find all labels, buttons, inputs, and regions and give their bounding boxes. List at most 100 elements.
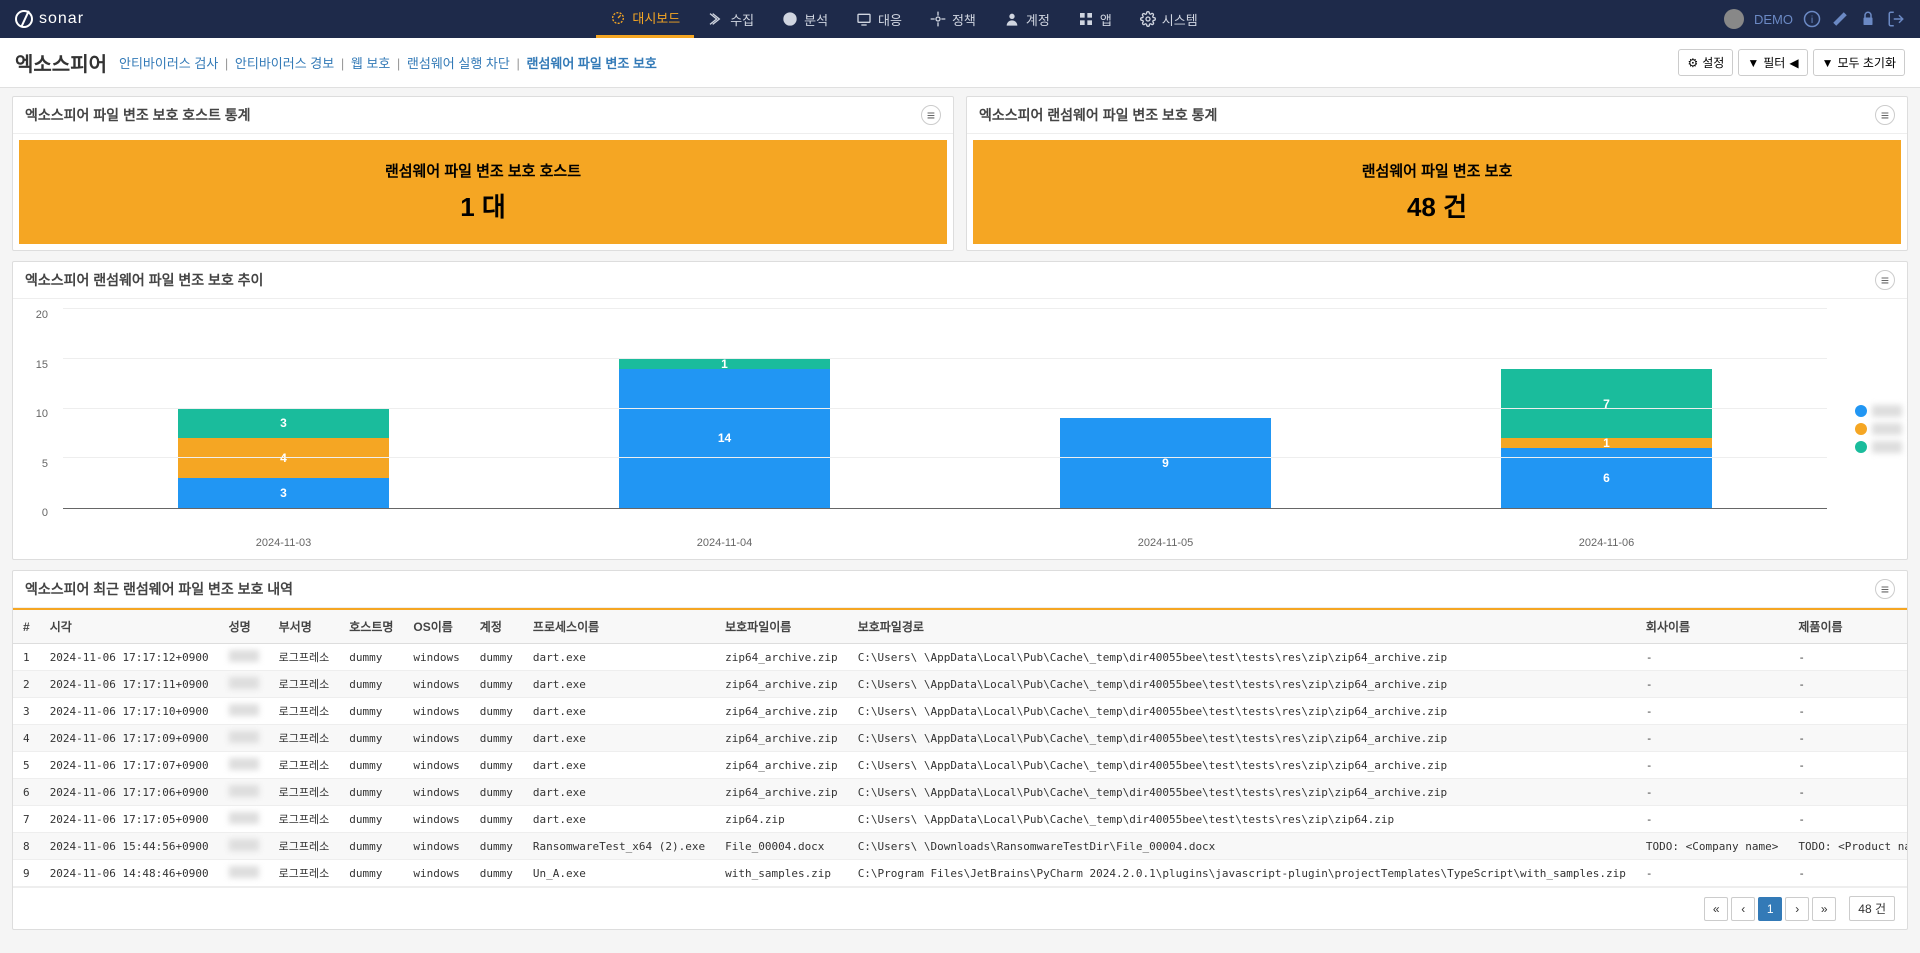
- nav-item-정책[interactable]: 정책: [916, 0, 990, 38]
- nav-item-앱[interactable]: 앱: [1064, 0, 1126, 38]
- header-right: DEMO i: [1724, 9, 1905, 29]
- table-cell: dummy: [470, 860, 523, 887]
- filter-label: 필터: [1763, 54, 1785, 71]
- breadcrumb-separator: |: [337, 56, 348, 71]
- brand-logo[interactable]: sonar: [15, 10, 84, 28]
- page-first-button[interactable]: «: [1704, 897, 1728, 921]
- table-cell: C:\Users\ \AppData\Local\Pub\Cache\_temp…: [848, 752, 1636, 779]
- table-row[interactable]: 32024-11-06 17:17:10+0900로그프레소dummywindo…: [13, 698, 1907, 725]
- table-header[interactable]: 회사이름: [1636, 609, 1788, 644]
- grid-line: [63, 358, 1827, 359]
- legend-item[interactable]: [1855, 441, 1902, 453]
- table-cell: windows: [403, 860, 469, 887]
- chart-bar[interactable]: 9: [1060, 309, 1272, 508]
- legend-item[interactable]: [1855, 423, 1902, 435]
- filter-icon: ▼: [1822, 56, 1834, 70]
- info-icon[interactable]: i: [1803, 10, 1821, 28]
- table-header[interactable]: 보호파일이름: [715, 609, 848, 644]
- nav-item-수집[interactable]: 수집: [694, 0, 768, 38]
- table-cell: dummy: [339, 752, 403, 779]
- chart-bar[interactable]: 716: [1501, 309, 1713, 508]
- table-header[interactable]: 시각: [40, 609, 219, 644]
- table-cell: C:\Users\ \AppData\Local\Pub\Cache\_temp…: [848, 779, 1636, 806]
- table-row[interactable]: 22024-11-06 17:17:11+0900로그프레소dummywindo…: [13, 671, 1907, 698]
- table-cell: dart.exe: [523, 698, 715, 725]
- avatar-icon[interactable]: [1724, 9, 1744, 29]
- pagination: « ‹ 1 › » 48 건: [13, 887, 1907, 929]
- table-row[interactable]: 92024-11-06 14:48:46+0900로그프레소dummywindo…: [13, 860, 1907, 887]
- logout-icon[interactable]: [1887, 10, 1905, 28]
- panel-menu-icon[interactable]: ≡: [921, 105, 941, 125]
- log-table: #시각성명부서명호스트명OS이름계정프로세스이름보호파일이름보호파일경로회사이름…: [13, 608, 1907, 887]
- panel-menu-icon[interactable]: ≡: [1875, 270, 1895, 290]
- table-cell: zip64_archive.zip: [715, 725, 848, 752]
- nav-item-대응[interactable]: 대응: [842, 0, 916, 38]
- table-header[interactable]: 계정: [470, 609, 523, 644]
- table-cell: -: [1636, 860, 1788, 887]
- legend-label: [1872, 441, 1902, 453]
- panel-menu-icon[interactable]: ≡: [1875, 579, 1895, 599]
- table-cell: 2024-11-06 15:44:56+0900: [40, 833, 219, 860]
- user-name[interactable]: DEMO: [1754, 12, 1793, 27]
- edit-icon[interactable]: [1831, 10, 1849, 28]
- x-tick: 2024-11-03: [256, 537, 311, 549]
- table-header[interactable]: 호스트명: [339, 609, 403, 644]
- main-nav: 대시보드 수집 분석대응 정책 계정 앱 시스템: [84, 0, 1724, 38]
- lock-icon[interactable]: [1859, 10, 1877, 28]
- chart-plot: 343 114 9 716: [63, 309, 1827, 509]
- trend-chart: 20151050 3431149716 2024-11-032024-11-04…: [13, 299, 1907, 559]
- table-cell: dummy: [470, 806, 523, 833]
- breadcrumb-link[interactable]: 안티바이러스 경보: [235, 56, 334, 71]
- chart-bar[interactable]: 343: [178, 309, 390, 508]
- table-cell: dummy: [470, 752, 523, 779]
- page-next-button[interactable]: ›: [1785, 897, 1809, 921]
- brand-text: sonar: [39, 10, 84, 28]
- table-header[interactable]: 부서명: [269, 609, 340, 644]
- table-cell: TODO: <Company name>: [1636, 833, 1788, 860]
- table-header[interactable]: 성명: [219, 609, 269, 644]
- table-header[interactable]: 제품이름: [1788, 609, 1907, 644]
- settings-button[interactable]: ⚙설정: [1678, 49, 1733, 76]
- table-cell: C:\Users\ \AppData\Local\Pub\Cache\_temp…: [848, 671, 1636, 698]
- table-header[interactable]: #: [13, 609, 40, 644]
- stat-card-hosts: 랜섬웨어 파일 변조 보호 호스트 1 대: [19, 140, 947, 244]
- table-cell: dart.exe: [523, 644, 715, 671]
- breadcrumb-link[interactable]: 안티바이러스 검사: [119, 56, 218, 71]
- table-cell: -: [1636, 806, 1788, 833]
- table-row[interactable]: 72024-11-06 17:17:05+0900로그프레소dummywindo…: [13, 806, 1907, 833]
- page-number-button[interactable]: 1: [1758, 897, 1782, 921]
- breadcrumb-link[interactable]: 웹 보호: [351, 56, 391, 71]
- nav-label: 정책: [952, 10, 976, 29]
- panel-menu-icon[interactable]: ≡: [1875, 105, 1895, 125]
- table-row[interactable]: 62024-11-06 17:17:06+0900로그프레소dummywindo…: [13, 779, 1907, 806]
- nav-label: 앱: [1100, 10, 1112, 29]
- log-table-panel: 엑소스피어 최근 랜섬웨어 파일 변조 보호 내역 ≡ #시각성명부서명호스트명…: [12, 570, 1908, 930]
- nav-item-계정[interactable]: 계정: [990, 0, 1064, 38]
- table-row[interactable]: 82024-11-06 15:44:56+0900로그프레소dummywindo…: [13, 833, 1907, 860]
- nav-label: 수집: [730, 10, 754, 29]
- nav-item-대시보드[interactable]: 대시보드: [596, 0, 694, 38]
- table-row[interactable]: 52024-11-06 17:17:07+0900로그프레소dummywindo…: [13, 752, 1907, 779]
- table-header[interactable]: OS이름: [403, 609, 469, 644]
- table-row[interactable]: 42024-11-06 17:17:09+0900로그프레소dummywindo…: [13, 725, 1907, 752]
- nav-item-시스템[interactable]: 시스템: [1126, 0, 1212, 38]
- table-header[interactable]: 보호파일경로: [848, 609, 1636, 644]
- filter-button[interactable]: ▼필터◀: [1738, 49, 1807, 76]
- breadcrumb-link[interactable]: 랜섬웨어 실행 차단: [407, 56, 510, 71]
- nav-item-분석[interactable]: 분석: [768, 0, 842, 38]
- chart-segment: 9: [1060, 418, 1272, 508]
- table-cell: [219, 644, 269, 671]
- table-header[interactable]: 프로세스이름: [523, 609, 715, 644]
- nav-icon: [930, 11, 946, 27]
- legend-item[interactable]: [1855, 405, 1902, 417]
- y-tick: 20: [23, 309, 48, 321]
- reset-button[interactable]: ▼모두 초기화: [1813, 49, 1905, 76]
- chart-bar[interactable]: 114: [619, 309, 831, 508]
- page-last-button[interactable]: »: [1812, 897, 1836, 921]
- table-cell: C:\Users\ \AppData\Local\Pub\Cache\_temp…: [848, 698, 1636, 725]
- y-tick: 15: [23, 359, 48, 371]
- page-prev-button[interactable]: ‹: [1731, 897, 1755, 921]
- table-row[interactable]: 12024-11-06 17:17:12+0900로그프레소dummywindo…: [13, 644, 1907, 671]
- table-cell: dummy: [339, 671, 403, 698]
- table-cell: C:\Users\ \Downloads\RansomwareTestDir\F…: [848, 833, 1636, 860]
